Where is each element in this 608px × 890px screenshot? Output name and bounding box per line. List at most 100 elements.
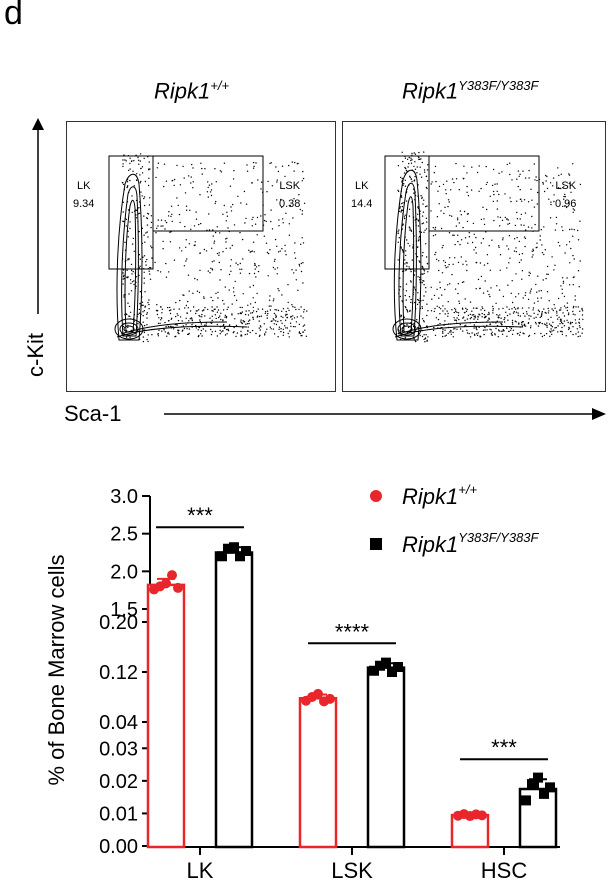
data-point <box>375 660 385 671</box>
dot <box>518 334 521 336</box>
dot <box>410 159 412 162</box>
dot <box>546 324 548 327</box>
dot <box>135 209 137 211</box>
dot <box>455 319 457 321</box>
dot <box>185 239 187 241</box>
dot <box>195 310 197 312</box>
dot <box>401 300 403 302</box>
dot <box>529 272 531 275</box>
dot <box>553 304 555 306</box>
dot <box>480 275 483 278</box>
dot <box>225 315 228 318</box>
dot <box>546 291 549 293</box>
dot <box>183 265 186 267</box>
dot <box>187 274 190 276</box>
dot <box>547 318 549 321</box>
dot <box>466 220 469 223</box>
dot <box>138 308 140 311</box>
dot <box>524 212 527 214</box>
dot <box>302 262 304 264</box>
dot <box>442 335 444 338</box>
dot <box>444 320 446 322</box>
dot <box>498 289 501 291</box>
dot <box>537 275 539 277</box>
dot <box>148 299 150 301</box>
dot <box>425 205 427 208</box>
dot <box>167 215 170 217</box>
dot <box>418 158 420 161</box>
dot <box>511 179 513 181</box>
dot <box>581 314 584 316</box>
legend-marker <box>370 538 382 550</box>
dot <box>251 225 253 227</box>
dot <box>423 295 425 297</box>
dot <box>572 208 574 210</box>
dot <box>211 315 213 317</box>
dot <box>185 246 187 248</box>
dot <box>500 317 502 319</box>
dot <box>186 328 188 330</box>
dot <box>207 186 209 189</box>
dot <box>196 279 198 281</box>
dot <box>265 220 267 223</box>
dot <box>191 318 193 320</box>
dot <box>278 328 280 330</box>
dot <box>565 206 568 209</box>
dot <box>502 307 504 310</box>
dot <box>240 330 242 333</box>
dot <box>253 165 255 168</box>
dot <box>200 333 202 335</box>
dot <box>574 299 576 301</box>
dot <box>178 213 181 216</box>
dot <box>139 174 141 176</box>
dot <box>404 166 406 169</box>
dot <box>171 179 174 182</box>
dot <box>219 329 221 332</box>
dot <box>246 333 248 335</box>
dot <box>397 165 400 167</box>
dot <box>453 311 455 314</box>
dot <box>413 287 416 289</box>
dot <box>248 272 251 275</box>
dot <box>573 276 575 278</box>
dot <box>232 178 235 180</box>
dot <box>573 305 575 308</box>
dot <box>499 254 502 256</box>
dot <box>130 263 133 266</box>
dot <box>530 188 532 190</box>
dot <box>215 317 217 320</box>
dot <box>444 329 446 331</box>
dot <box>401 330 403 333</box>
dot <box>558 309 561 311</box>
dot <box>572 307 575 309</box>
dot <box>566 306 569 309</box>
significance-label: *** <box>187 503 213 528</box>
dot <box>291 318 293 320</box>
dot <box>400 314 403 317</box>
dot <box>240 202 242 204</box>
dot <box>557 325 559 327</box>
lsk-value: 0.96 <box>555 198 577 210</box>
dot <box>253 272 256 275</box>
dot <box>458 189 460 191</box>
dot <box>541 252 544 254</box>
dot <box>400 211 402 213</box>
dot <box>557 331 559 333</box>
legend-label: Ripk1+/+ <box>402 482 477 509</box>
dot <box>502 295 505 298</box>
lk-gate-label-mut: LK 14.4 <box>351 180 372 210</box>
dot <box>242 258 244 260</box>
dot <box>437 318 440 321</box>
dot <box>552 177 555 179</box>
dot <box>483 333 485 336</box>
dot <box>276 181 278 183</box>
dot <box>568 174 571 176</box>
dot <box>482 292 485 294</box>
dot <box>300 243 302 245</box>
dot <box>248 322 250 325</box>
dot <box>126 269 128 271</box>
dot <box>139 160 141 162</box>
dot <box>511 301 514 304</box>
dot <box>265 242 268 244</box>
dot <box>249 331 251 334</box>
